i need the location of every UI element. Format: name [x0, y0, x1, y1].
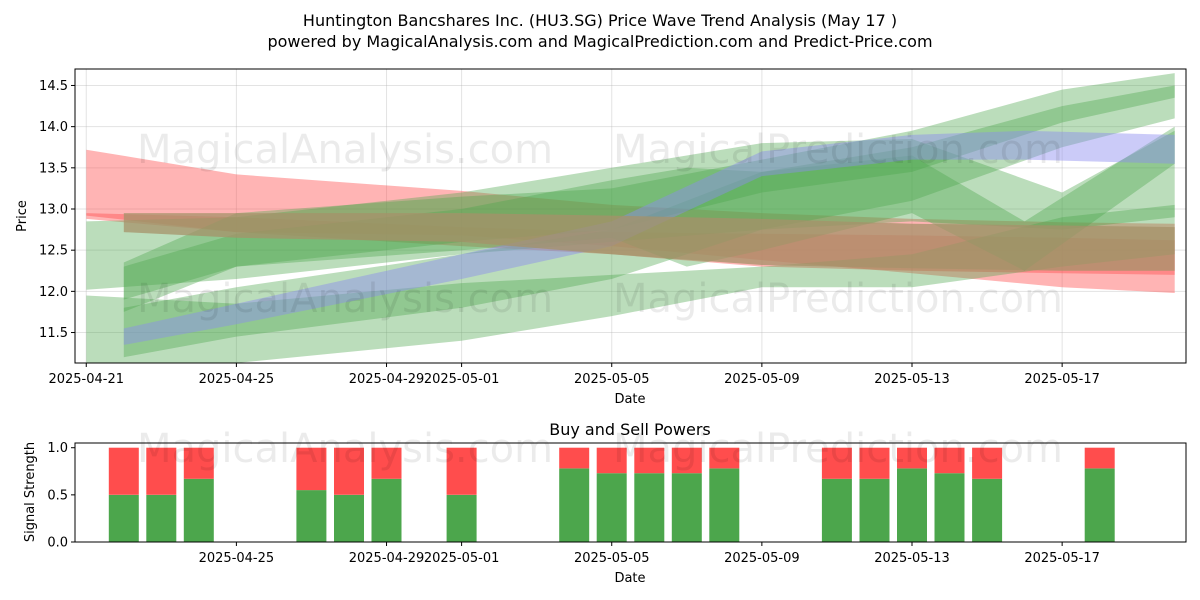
watermark-top-left: MagicalAnalysis.com [137, 127, 553, 173]
buy-sell-plot-frame [74, 442, 1187, 543]
buy-bar-9 [634, 473, 665, 542]
price-wave-panel: MagicalAnalysis.com MagicalPrediction.co… [15, 68, 1187, 407]
price-y-tick-label-6: 14.5 [39, 79, 68, 94]
sell-bar-17 [1084, 447, 1115, 469]
price-band-buy-band-4 [86, 204, 1175, 363]
buy-bar-13 [859, 478, 890, 542]
sell-bar-0 [108, 447, 139, 495]
chart-title-line2: powered by MagicalAnalysis.com and Magic… [267, 32, 932, 51]
watermark-bottom-right: MagicalPrediction.com [613, 426, 1063, 472]
price-y-tick-label-5: 14.0 [39, 120, 68, 135]
buy-sell-x-axis-label: Date [614, 571, 645, 586]
buy-sell-title: Buy and Sell Powers [549, 420, 711, 439]
buy-sell-x-tick-label-5: 2025-05-13 [874, 551, 950, 566]
buy-bar-3 [296, 490, 327, 542]
price-band-buy-band-1 [86, 130, 1175, 290]
buy-sell-x-tick-label-4: 2025-05-09 [724, 551, 800, 566]
sell-bar-8 [596, 447, 627, 474]
sell-bar-15 [934, 447, 965, 474]
price-bands [86, 73, 1175, 363]
price-y-tick-label-4: 13.5 [39, 161, 68, 176]
buy-bar-8 [596, 473, 627, 542]
sell-bar-7 [559, 447, 590, 469]
sell-bar-9 [634, 447, 665, 474]
buy-bar-4 [334, 494, 364, 542]
sell-bar-3 [296, 447, 327, 491]
buy-bar-17 [1084, 468, 1115, 542]
watermark-bottom-left: MagicalAnalysis.com [137, 426, 553, 472]
buy-sell-x-tick-label-0: 2025-04-25 [199, 551, 275, 566]
watermark-mid-left: MagicalAnalysis.com [137, 276, 553, 322]
buy-bar-5 [371, 478, 402, 542]
price-x-tick-label-2: 2025-04-29 [349, 372, 425, 387]
buy-bar-16 [972, 478, 1003, 542]
sell-bar-4 [334, 447, 364, 495]
price-axes: 2025-04-21 2025-04-25 2025-04-29 2025-05-01… [39, 79, 1100, 387]
sell-bar-2 [183, 447, 214, 479]
buy-bar-14 [897, 468, 927, 542]
sell-bar-5 [371, 447, 402, 479]
chart-title-line1: Huntington Bancshares Inc. (HU3.SG) Pric… [303, 11, 897, 30]
sell-bar-12 [821, 447, 852, 479]
buy-sell-x-tick-label-6: 2025-05-17 [1024, 551, 1100, 566]
price-x-tick-label-7: 2025-05-17 [1024, 372, 1100, 387]
price-x-tick-label-0: 2025-04-21 [48, 372, 124, 387]
sell-bar-10 [671, 447, 702, 474]
sell-bar-16 [972, 447, 1003, 479]
buy-sell-x-tick-label-3: 2025-05-05 [574, 551, 650, 566]
buy-sell-y-axis-label: Signal Strength [23, 442, 38, 542]
buy-bar-15 [934, 473, 965, 542]
price-x-tick-label-3: 2025-05-01 [424, 372, 500, 387]
buy-sell-y-tick-label-2: 1.0 [47, 441, 68, 456]
buy-bar-0 [108, 494, 139, 542]
buy-bar-12 [821, 478, 852, 542]
buy-sell-y-tick-label-0: 0.0 [47, 536, 68, 551]
watermark-top-right: MagicalPrediction.com [613, 127, 1063, 173]
buy-bar-1 [146, 494, 177, 542]
price-band-group [86, 73, 1175, 363]
buy-sell-y-tick-label-1: 0.5 [47, 488, 68, 503]
sell-bar-6 [446, 447, 477, 495]
price-x-axis-label: Date [614, 392, 645, 407]
buy-bar-11 [709, 468, 740, 542]
price-y-axis-label: Price [15, 200, 30, 232]
price-x-tick-label-1: 2025-04-25 [199, 372, 275, 387]
price-band-buy-band-5 [123, 126, 1175, 300]
sell-bar-14 [897, 447, 927, 469]
price-band-buy-band-2 [123, 73, 1175, 312]
buy-bar-6 [446, 494, 477, 542]
price-x-tick-label-6: 2025-05-13 [874, 372, 950, 387]
sell-bar-13 [859, 447, 890, 479]
price-y-tick-label-1: 12.0 [39, 285, 68, 300]
watermark-mid-right: MagicalPrediction.com [613, 276, 1063, 322]
price-plot-frame [74, 68, 1187, 364]
buy-sell-bars [108, 447, 1115, 542]
buy-bar-7 [559, 468, 590, 542]
buy-sell-x-tick-label-1: 2025-04-29 [349, 551, 425, 566]
buy-sell-x-tick-label-2: 2025-05-01 [424, 551, 500, 566]
sell-bar-11 [709, 447, 740, 469]
buy-bar-10 [671, 473, 702, 542]
price-band-mixed-band [123, 130, 1175, 345]
price-band-overlap-band [123, 213, 1175, 271]
price-y-tick-label-0: 11.5 [39, 326, 68, 341]
sell-bar-1 [146, 447, 177, 495]
buy-bar-2 [183, 478, 214, 542]
price-y-tick-label-2: 12.5 [39, 244, 68, 259]
buy-sell-axes: 2025-04-25 2025-04-29 2025-05-01 2025-05-05… [47, 441, 1100, 566]
price-y-tick-label-3: 13.0 [39, 203, 68, 218]
price-x-tick-label-4: 2025-05-05 [574, 372, 650, 387]
price-x-tick-label-5: 2025-05-09 [724, 372, 800, 387]
buy-sell-panel: Buy and Sell Powers MagicalAnalysis.com … [23, 420, 1187, 586]
